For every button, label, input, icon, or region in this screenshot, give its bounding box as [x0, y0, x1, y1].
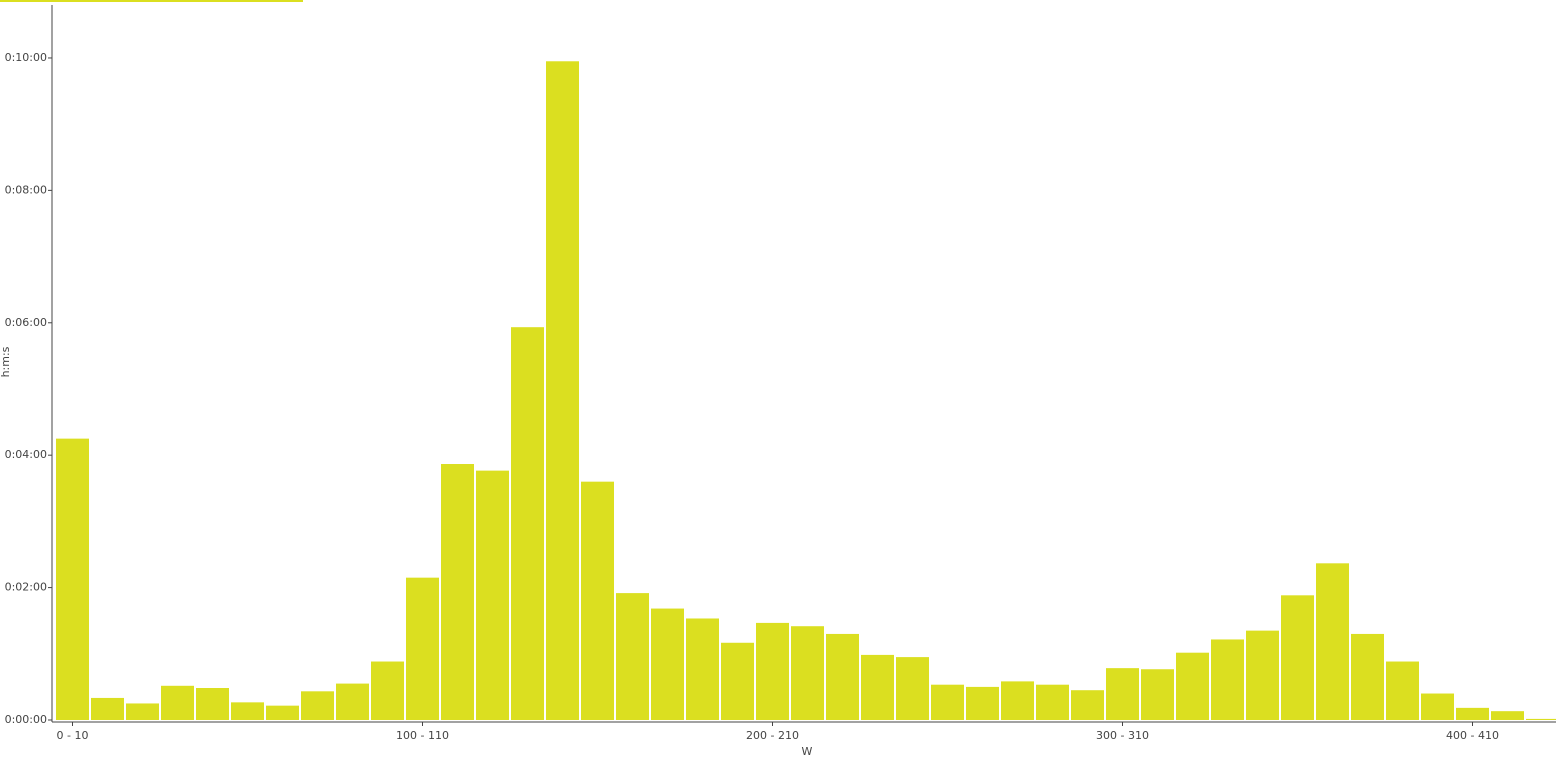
- bar: [56, 438, 89, 720]
- bar: [91, 697, 124, 720]
- x-tick-label: 100 - 110: [396, 729, 449, 742]
- x-tick-label: 300 - 310: [1096, 729, 1149, 742]
- bar: [756, 622, 789, 720]
- y-tick-label: 0:10:00: [5, 51, 47, 64]
- bar: [196, 688, 229, 720]
- bar: [581, 481, 614, 720]
- bar: [1036, 684, 1069, 720]
- bar: [1246, 630, 1279, 720]
- bar: [406, 577, 439, 720]
- bar: [1526, 718, 1556, 720]
- y-tick-label: 0:00:00: [5, 713, 47, 726]
- bar: [231, 702, 264, 720]
- bar: [931, 684, 964, 720]
- y-axis-label: h:m:s: [0, 346, 12, 377]
- bar: [966, 686, 999, 720]
- bar: [161, 685, 194, 720]
- bar: [441, 464, 474, 720]
- bar: [476, 470, 509, 720]
- bar: [1491, 711, 1524, 720]
- bar: [1176, 652, 1209, 720]
- x-axis-label: W: [802, 745, 813, 758]
- bar: [861, 654, 894, 720]
- y-tick-label: 0:08:00: [5, 183, 47, 196]
- bar: [896, 657, 929, 720]
- x-tick-label: 200 - 210: [746, 729, 799, 742]
- bar: [1386, 661, 1419, 720]
- bar: [826, 633, 859, 720]
- bar: [511, 327, 544, 720]
- bar: [1316, 563, 1349, 720]
- bar: [651, 608, 684, 720]
- bar: [126, 703, 159, 720]
- bar: [1106, 668, 1139, 720]
- y-tick-label: 0:06:00: [5, 316, 47, 329]
- bar: [1141, 669, 1174, 720]
- bar: [1211, 639, 1244, 720]
- x-tick-label: 400 - 410: [1446, 729, 1499, 742]
- bar: [1351, 633, 1384, 720]
- bar: [1001, 681, 1034, 720]
- bar: [1421, 693, 1454, 720]
- bar: [1281, 595, 1314, 720]
- bar: [546, 61, 579, 721]
- bar: [686, 618, 719, 720]
- bar: [1456, 707, 1489, 720]
- x-tick-label: 0 - 10: [57, 729, 89, 742]
- y-tick-label: 0:02:00: [5, 581, 47, 594]
- bar: [1071, 690, 1104, 720]
- tab-indicator: [0, 0, 303, 2]
- bar: [336, 683, 369, 720]
- bar: [266, 705, 299, 720]
- bar: [301, 691, 334, 720]
- bar: [616, 593, 649, 720]
- bar: [721, 642, 754, 720]
- bar: [371, 661, 404, 720]
- y-tick-label: 0:04:00: [5, 448, 47, 461]
- bar: [791, 626, 824, 720]
